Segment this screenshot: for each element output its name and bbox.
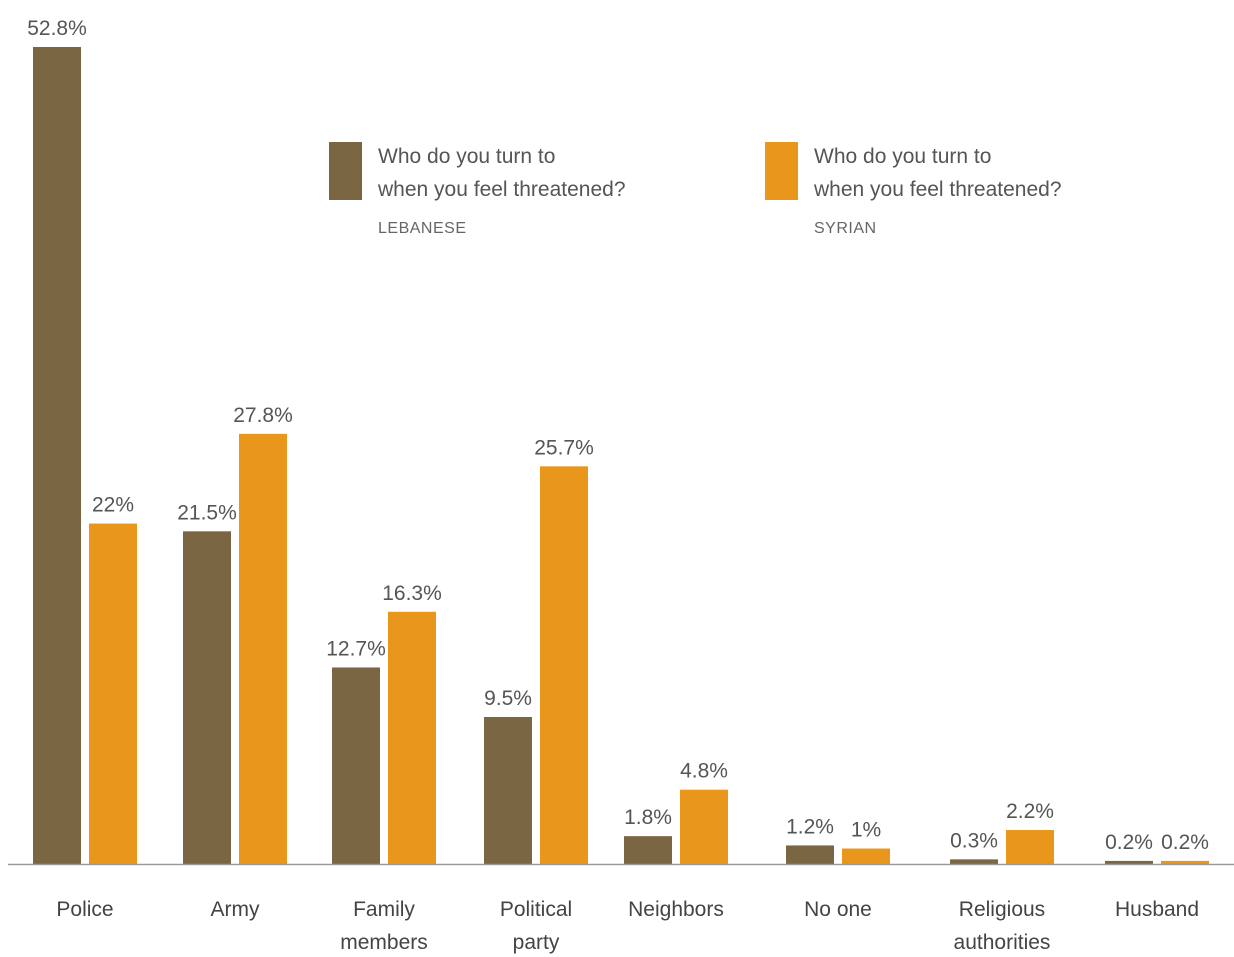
bar-syrian-1: [239, 433, 287, 864]
value-label-lebanese-6: 0.3%: [950, 829, 998, 852]
value-label-syrian-5: 1%: [851, 819, 881, 842]
value-label-lebanese-1: 21.5%: [177, 501, 237, 524]
legend-text-syrian-1: when you feel threatened?: [813, 178, 1062, 201]
legend: Who do you turn to when you feel threaten…: [329, 142, 1062, 237]
category-label-2: Family members: [340, 898, 428, 954]
bar-lebanese-0: [33, 47, 81, 864]
category-label-1: Army: [211, 898, 260, 921]
bar-syrian-6: [1006, 829, 1054, 864]
value-label-lebanese-3: 9.5%: [484, 687, 532, 710]
bars: [33, 47, 1209, 864]
value-labels: 52.8% 21.5% 12.7% 9.5% 1.8% 1.2% 0.3% 0.2% 22% 27…: [27, 17, 1209, 854]
category-label-7: Husband: [1115, 898, 1199, 921]
value-label-syrian-6: 2.2%: [1006, 800, 1054, 823]
value-label-lebanese-0: 52.8%: [27, 17, 87, 40]
value-label-lebanese-7: 0.2%: [1105, 831, 1153, 854]
value-label-lebanese-2: 12.7%: [326, 637, 386, 660]
bar-syrian-0: [89, 523, 137, 864]
bar-syrian-7: [1161, 860, 1209, 864]
legend-text-lebanese-0: Who do you turn to: [378, 145, 555, 168]
value-label-syrian-3: 25.7%: [534, 436, 594, 459]
value-label-syrian-1: 27.8%: [233, 404, 293, 427]
value-label-syrian-2: 16.3%: [382, 582, 442, 605]
bar-lebanese-7: [1105, 860, 1153, 864]
value-label-syrian-4: 4.8%: [680, 760, 728, 783]
bar-syrian-4: [680, 789, 728, 864]
category-label-4: Neighbors: [628, 898, 724, 921]
bar-lebanese-2: [332, 667, 380, 864]
category-labels: Police Army Family members Political party Nei…: [56, 898, 1199, 954]
category-label-6: Religious authorities: [954, 898, 1051, 954]
legend-swatch-syrian: [765, 142, 798, 200]
bar-syrian-3: [540, 466, 588, 864]
category-label-0: Police: [56, 898, 113, 921]
legend-text-syrian-0: Who do you turn to: [814, 145, 991, 168]
bar-syrian-2: [388, 611, 436, 864]
bar-lebanese-4: [624, 836, 672, 864]
value-label-lebanese-5: 1.2%: [786, 815, 834, 838]
bar-lebanese-6: [950, 859, 998, 864]
bar-lebanese-5: [786, 845, 834, 864]
value-label-syrian-7: 0.2%: [1161, 831, 1209, 854]
value-label-lebanese-4: 1.8%: [624, 806, 672, 829]
legend-series-name-syrian: SYRIAN: [814, 220, 877, 237]
bar-syrian-5: [842, 848, 890, 864]
category-label-3: Political party: [500, 898, 572, 954]
legend-swatch-lebanese: [329, 142, 362, 200]
legend-text-lebanese-1: when you feel threatened?: [377, 178, 626, 201]
legend-series-name-lebanese: LEBANESE: [378, 220, 466, 237]
bar-lebanese-1: [183, 531, 231, 864]
bar-lebanese-3: [484, 717, 532, 864]
value-label-syrian-0: 22%: [92, 494, 134, 517]
category-label-5: No one: [804, 898, 872, 921]
